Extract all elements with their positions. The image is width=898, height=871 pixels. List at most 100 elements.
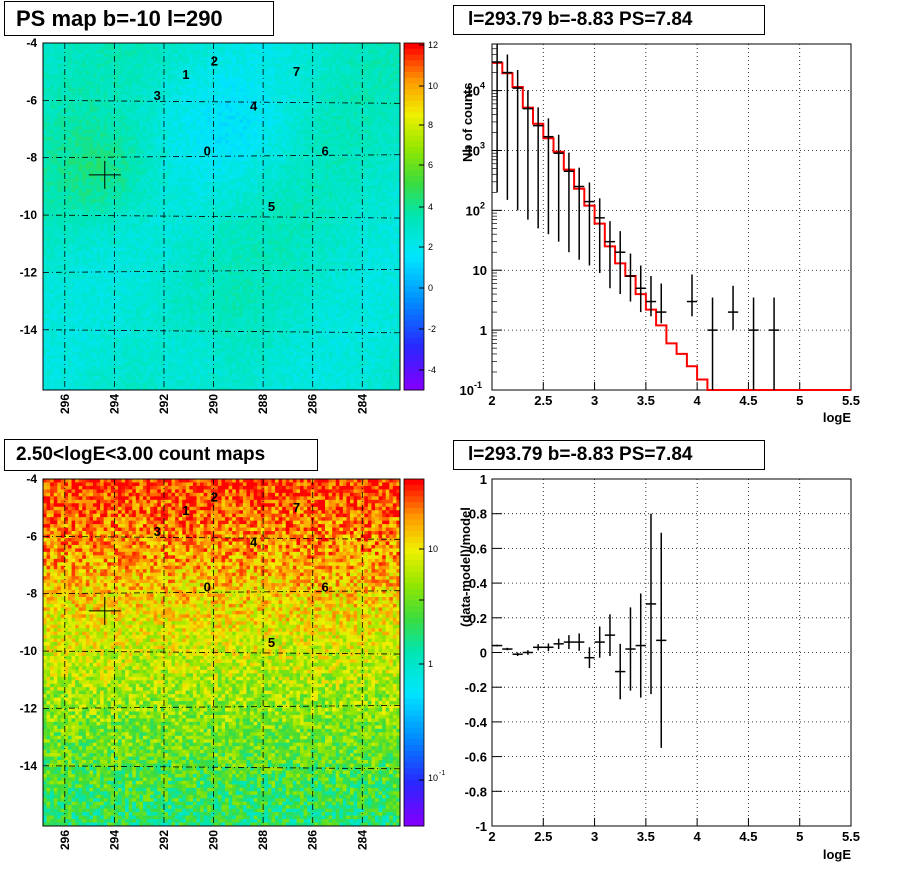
data-point xyxy=(594,198,605,273)
spectrum-x-tick-label: 4.5 xyxy=(739,393,757,408)
residual-y-tick-label: 0.6 xyxy=(469,541,487,556)
residual-plot: 2 2.5 3 3.5 4 4.5 5 5.5 1 0.8 0.6 0.4 0.2 0 -0.2 -0.4 -0… xyxy=(458,472,860,862)
source-label-5: 5 xyxy=(268,635,275,650)
residual-x-tick-label: 5 xyxy=(796,829,803,844)
count-map: 296 294 292 290 288 286 284-4-6-8-10-12-140123… xyxy=(20,472,446,850)
residual-x-tick-label: 4.5 xyxy=(739,829,757,844)
data-point xyxy=(645,276,657,317)
data-point xyxy=(604,221,616,289)
residual-point xyxy=(594,626,605,658)
colorbar-tick-label: 0 xyxy=(428,283,433,293)
map-x-tick-label: 292 xyxy=(157,830,171,850)
residual-frame xyxy=(491,478,852,827)
map-x-tick-label: 286 xyxy=(306,830,320,850)
spectrum-y-tick-exp: 4 xyxy=(480,81,485,91)
spectrum-y-tick-label: 1 xyxy=(480,323,487,338)
residual-point xyxy=(656,532,667,748)
spectrum-y-axis-label: Nb of counts xyxy=(460,83,475,162)
map-y-tick-label: -12 xyxy=(20,265,38,279)
source-label-3: 3 xyxy=(154,524,161,539)
residual-point xyxy=(502,647,513,651)
map-y-tick-label: -6 xyxy=(26,93,37,107)
colorbar-tick-label: 6 xyxy=(428,160,433,170)
map-frame xyxy=(42,42,401,391)
spectrum-y-tick-exp: 2 xyxy=(480,200,485,210)
residual-title: l=293.79 b=-8.83 PS=7.84 xyxy=(453,440,765,470)
map-grid-horizontal xyxy=(42,705,401,709)
residual-point xyxy=(584,647,595,669)
residual-y-tick-label: -0.4 xyxy=(465,715,488,730)
residual-point xyxy=(574,633,585,651)
residual-point xyxy=(492,644,503,647)
data-point xyxy=(707,297,718,390)
map-x-tick-label: 288 xyxy=(256,830,270,850)
map-x-tick-label: 284 xyxy=(355,394,369,414)
source-label-2: 2 xyxy=(211,53,218,68)
residual-x-tick-label: 4 xyxy=(694,829,702,844)
spectrum-y-tick-exp: -1 xyxy=(474,380,482,390)
source-label-4: 4 xyxy=(250,534,258,549)
source-label-0: 0 xyxy=(204,580,211,595)
residual-x-tick-label: 3 xyxy=(591,829,598,844)
source-label-7: 7 xyxy=(293,500,300,515)
data-point xyxy=(635,265,646,313)
map-y-tick-label: -8 xyxy=(26,151,37,165)
map-x-tick-label: 288 xyxy=(256,394,270,414)
colorbar-tick-label: -1 xyxy=(439,770,445,777)
map-y-tick-label: -14 xyxy=(20,759,38,773)
map-grid-horizontal xyxy=(42,99,401,104)
colorbar-tick-label: -4 xyxy=(428,365,436,375)
data-point xyxy=(625,253,636,302)
residual-y-tick-label: -0.8 xyxy=(465,784,487,799)
data-point xyxy=(522,90,534,220)
colorbar-tick-label: 1 xyxy=(428,659,433,669)
residual-y-tick-label: 0 xyxy=(480,646,487,661)
spectrum-x-tick-label: 2.5 xyxy=(534,393,552,408)
map-x-tick-label: 286 xyxy=(306,394,320,414)
source-label-0: 0 xyxy=(204,144,211,159)
residual-y-axis-label: (data-model)/model xyxy=(458,507,473,627)
residual-point xyxy=(522,650,534,655)
residual-x-tick-label: 2 xyxy=(488,829,495,844)
data-point xyxy=(502,54,513,200)
spectrum-y-tick-exp: 3 xyxy=(480,140,485,150)
count-map-title: 2.50<logE<3.00 count maps xyxy=(4,439,318,471)
data-point xyxy=(553,134,564,242)
residual-point xyxy=(615,643,626,700)
data-point xyxy=(563,152,575,253)
colorbar-tick-label: 10 xyxy=(428,773,438,783)
spectrum-y-tick-label: 10 xyxy=(466,84,480,99)
residual-y-tick-label: 0.8 xyxy=(469,507,487,522)
colorbar-tick-label: 10 xyxy=(428,544,438,554)
spectrum-x-tick-label: 3.5 xyxy=(637,393,655,408)
data-point xyxy=(656,283,667,324)
map-y-tick-label: -10 xyxy=(20,208,38,222)
residual-point xyxy=(645,513,657,695)
map-grid-horizontal xyxy=(42,535,401,540)
data-point xyxy=(768,297,780,390)
source-label-2: 2 xyxy=(211,489,218,504)
residual-point xyxy=(563,635,575,650)
map-x-tick-label: 292 xyxy=(157,394,171,414)
residual-x-tick-label: 5.5 xyxy=(842,829,860,844)
spectrum-x-tick-label: 5 xyxy=(796,393,803,408)
count-colorbar xyxy=(403,478,425,827)
spectrum-title: l=293.79 b=-8.83 PS=7.84 xyxy=(453,5,765,35)
source-label-4: 4 xyxy=(250,98,258,113)
residual-point xyxy=(625,607,636,691)
data-point xyxy=(512,69,523,211)
residual-y-tick-label: -1 xyxy=(475,819,487,834)
source-label-1: 1 xyxy=(182,67,189,82)
map-y-tick-label: -10 xyxy=(20,644,38,658)
residual-y-tick-label: -0.6 xyxy=(465,750,487,765)
map-x-tick-label: 294 xyxy=(107,830,121,850)
source-label-3: 3 xyxy=(154,88,161,103)
data-point xyxy=(574,167,585,260)
ps-map-title: PS map b=-10 l=290 xyxy=(4,1,274,36)
residual-point xyxy=(533,644,544,651)
residual-point xyxy=(543,643,554,652)
map-grid-horizontal xyxy=(42,650,401,655)
colorbar-tick-label: 12 xyxy=(428,40,438,50)
map-grid-horizontal xyxy=(42,765,401,770)
